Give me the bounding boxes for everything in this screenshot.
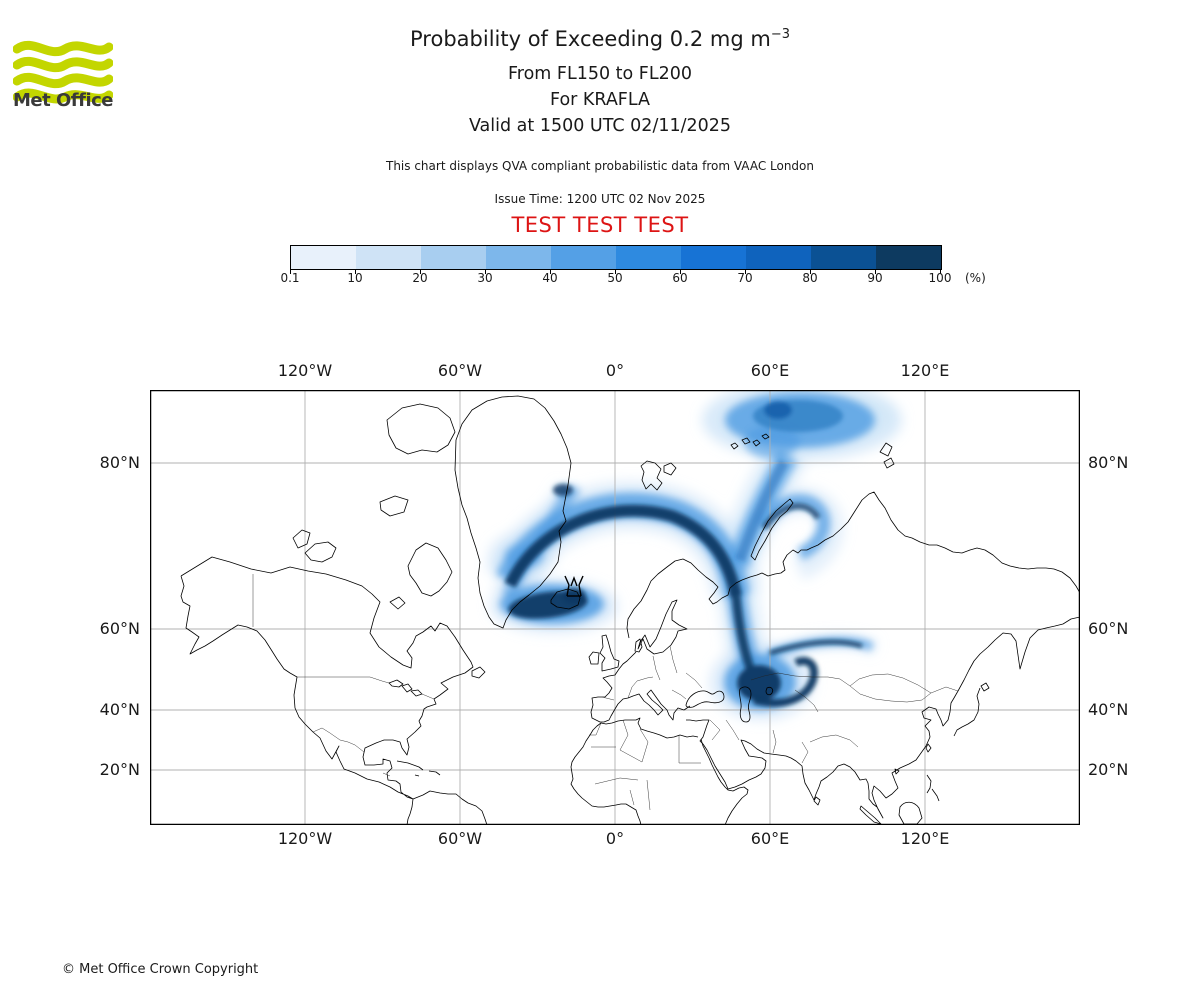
- colorbar-tick: [745, 269, 746, 274]
- colorbar-segment: [616, 246, 681, 269]
- colorbar-segment: [486, 246, 551, 269]
- world-map-canvas: [150, 390, 1080, 825]
- colorbar-tick: [810, 269, 811, 274]
- lon-label-bottom: 60°E: [750, 829, 790, 848]
- lat-label-left: 40°N: [99, 700, 140, 719]
- met-office-logo-icon: [13, 40, 113, 104]
- colorbar-segment: [356, 246, 421, 269]
- lat-label-right: 80°N: [1088, 453, 1129, 472]
- title-exponent: −3: [770, 27, 790, 42]
- colorbar-segment: [681, 246, 746, 269]
- colorbar-tick: [940, 269, 941, 274]
- colorbar-tick-label: 100: [928, 271, 952, 285]
- subtitle-valid-time: Valid at 1500 UTC 02/11/2025: [468, 116, 732, 136]
- lon-label-top: 60°E: [750, 361, 790, 380]
- country-borders: [252, 574, 959, 811]
- lon-label-bottom: 120°E: [900, 829, 950, 848]
- lon-label-bottom: 120°W: [277, 829, 333, 848]
- colorbar-tick-label: 20: [412, 271, 428, 285]
- lon-label-top: 0°: [605, 361, 625, 380]
- lon-label-bottom: 60°W: [437, 829, 483, 848]
- lat-label-left: 20°N: [99, 760, 140, 779]
- colorbar-tick-label: 90: [867, 271, 883, 285]
- subtitle-flight-levels: From FL150 to FL200: [507, 64, 693, 84]
- coastlines: [180, 395, 1080, 825]
- page-title: Probability of Exceeding 0.2 mg m−3: [410, 27, 790, 51]
- colorbar-tick-label: 50: [607, 271, 623, 285]
- lon-label-top: 60°W: [437, 361, 483, 380]
- met-office-logo-text: Met Office: [13, 90, 114, 111]
- qva-note: This chart displays QVA compliant probab…: [386, 159, 814, 173]
- probability-colorbar: [290, 245, 942, 270]
- colorbar-tick: [550, 269, 551, 274]
- map-gridlines: [150, 390, 1080, 825]
- lat-label-left: 60°N: [99, 619, 140, 638]
- colorbar-tick: [485, 269, 486, 274]
- colorbar-tick-label: 80: [802, 271, 818, 285]
- colorbar-segment: [876, 246, 941, 269]
- colorbar-tick: [875, 269, 876, 274]
- colorbar-tick-label: 10: [347, 271, 363, 285]
- colorbar-tick: [355, 269, 356, 274]
- volcano-marker-icon: [564, 575, 584, 597]
- ash-plume-core: [504, 400, 863, 707]
- subtitle-volcano: For KRAFLA: [550, 90, 650, 110]
- map-border: [150, 390, 1080, 825]
- colorbar-tick: [420, 269, 421, 274]
- copyright-notice: © Met Office Crown Copyright: [62, 962, 259, 977]
- lat-label-left: 80°N: [99, 453, 140, 472]
- colorbar-segment: [291, 246, 356, 269]
- colorbar-tick-label: 70: [737, 271, 753, 285]
- colorbar-tick: [680, 269, 681, 274]
- colorbar-tick-label: 30: [477, 271, 493, 285]
- lon-label-top: 120°E: [900, 361, 950, 380]
- lat-label-right: 60°N: [1088, 619, 1129, 638]
- lon-label-top: 120°W: [277, 361, 333, 380]
- colorbar-tick-label: 0.1: [280, 271, 300, 285]
- colorbar-unit: (%): [965, 271, 986, 285]
- test-banner: TEST TEST TEST: [511, 213, 689, 237]
- colorbar-tick: [290, 269, 291, 274]
- colorbar-segment: [811, 246, 876, 269]
- colorbar-tick-label: 40: [542, 271, 558, 285]
- colorbar-segment: [746, 246, 811, 269]
- colorbar-tick: [615, 269, 616, 274]
- lon-label-bottom: 0°: [605, 829, 625, 848]
- colorbar-segment: [421, 246, 486, 269]
- issue-time: Issue Time: 1200 UTC 02 Nov 2025: [494, 192, 706, 206]
- colorbar-segment: [551, 246, 616, 269]
- lat-label-right: 40°N: [1088, 700, 1129, 719]
- lat-label-right: 20°N: [1088, 760, 1129, 779]
- colorbar-tick-label: 60: [672, 271, 688, 285]
